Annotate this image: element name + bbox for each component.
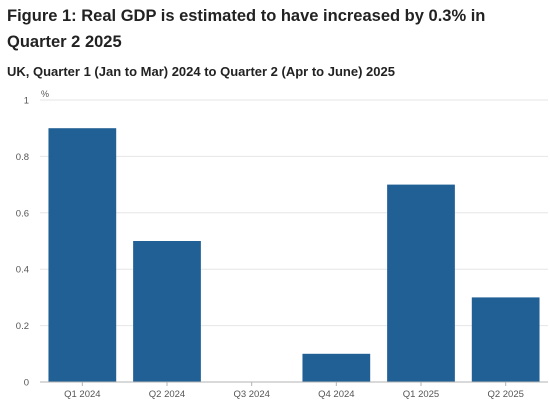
y-tick-label: 1	[24, 96, 29, 107]
y-tick-label: 0.2	[16, 321, 29, 332]
gdp-bar-chart: 0 0.2 0.4 0.6 0.8 1 Q1 2024 Q2 2024 Q3 2024 Q4 20…	[16, 89, 548, 400]
gridlines	[40, 99, 548, 327]
bar-q2-2024	[133, 241, 201, 382]
bars	[48, 128, 540, 382]
x-tick-label: Q2 2024	[149, 389, 185, 400]
x-tick-label: Q1 2025	[403, 389, 439, 400]
y-tick-label: 0.8	[16, 152, 29, 163]
chart-title: Figure 1: Real GDP is estimated to have …	[7, 7, 486, 51]
x-tick-label: Q1 2024	[64, 389, 100, 400]
y-axis-unit-label: %	[41, 89, 49, 99]
x-tick-label: Q4 2024	[318, 389, 354, 400]
bar-q4-2024	[302, 353, 371, 382]
y-tick-label: 0	[24, 378, 29, 389]
x-tick-label: Q3 2024	[233, 389, 269, 400]
x-tick-label: Q2 2025	[487, 389, 523, 400]
y-tick-label: 0.4	[16, 265, 29, 276]
bar-q2-2025	[471, 297, 540, 382]
y-tick-label: 0.6	[16, 208, 29, 219]
bar-q1-2024	[48, 128, 117, 382]
chart-subtitle: UK, Quarter 1 (Jan to Mar) 2024 to Quart…	[7, 64, 395, 79]
axes: 0 0.2 0.4 0.6 0.8 1 Q1 2024 Q2 2024 Q3 2024 Q4 20…	[16, 96, 548, 400]
bar-q1-2025	[387, 184, 455, 382]
